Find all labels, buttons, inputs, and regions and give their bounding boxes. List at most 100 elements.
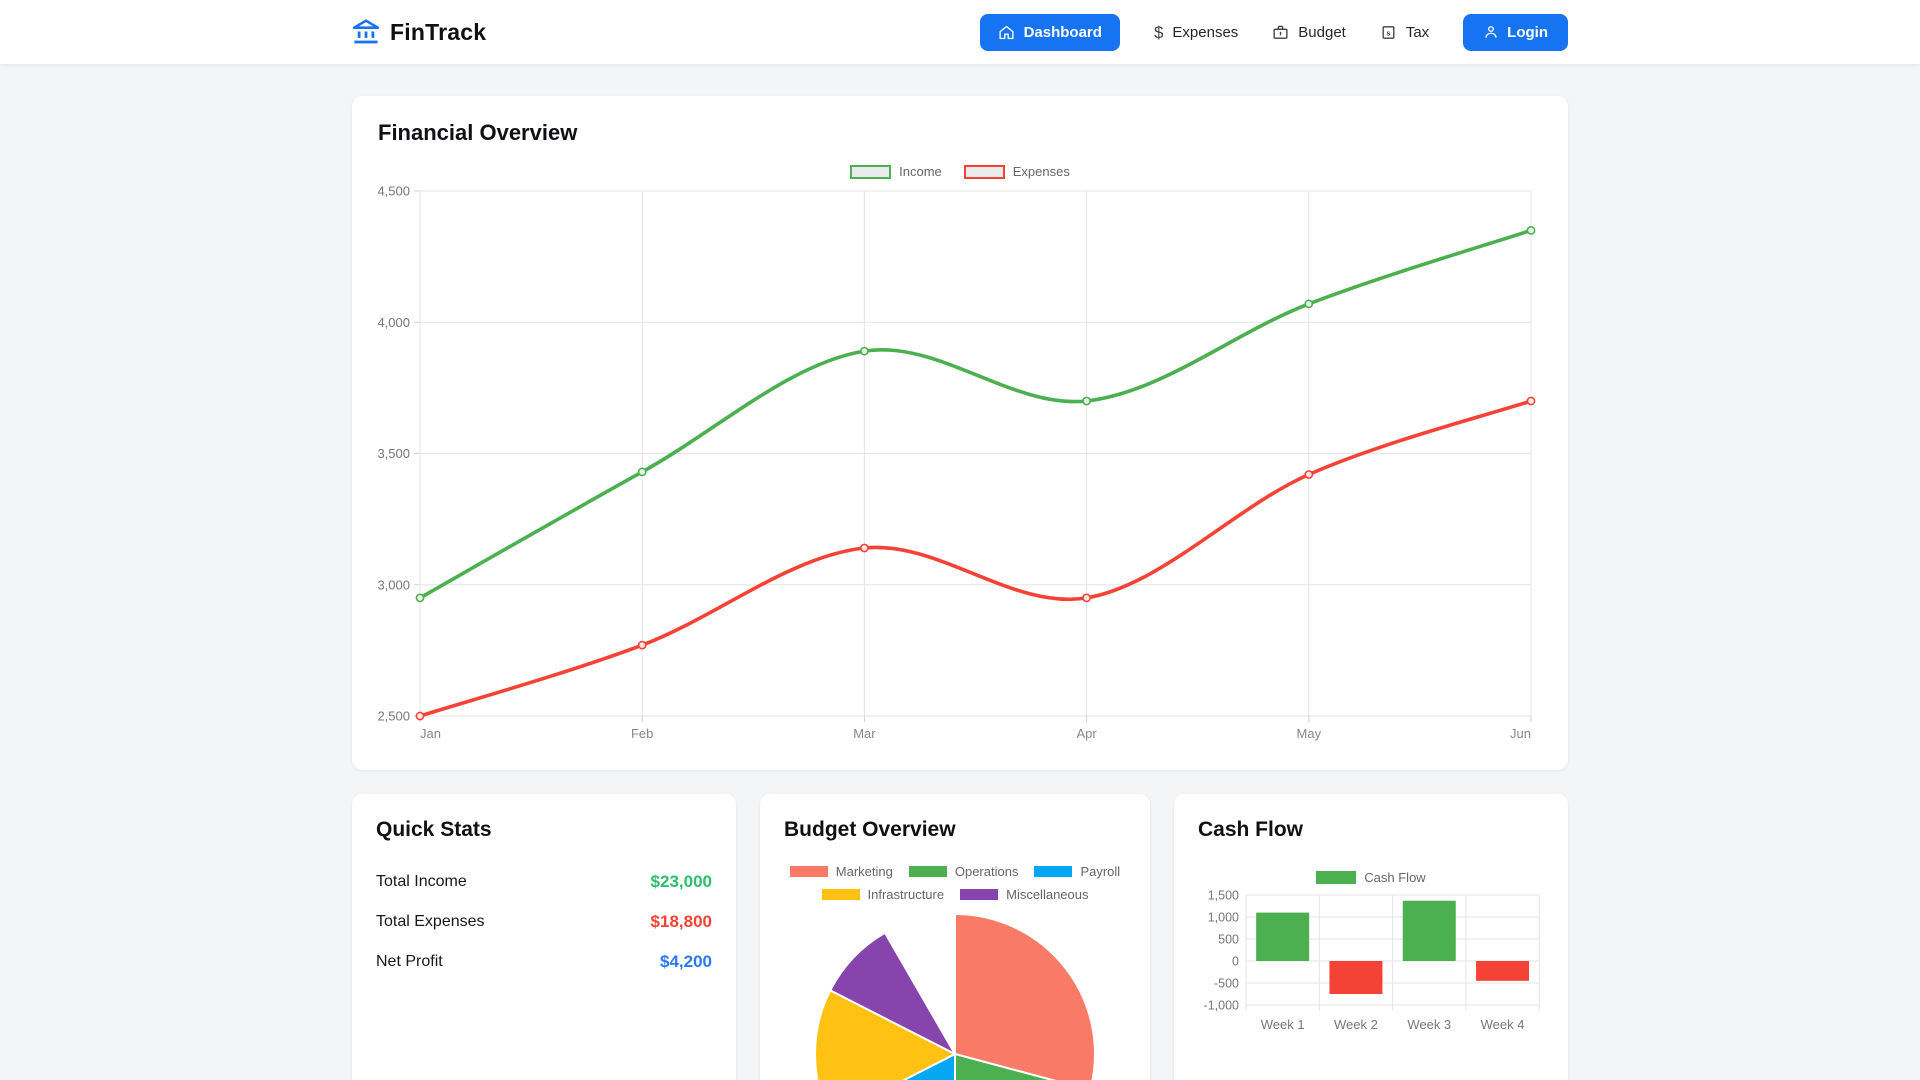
stat-label: Total Income (376, 873, 467, 890)
budget-overview-title: Budget Overview (784, 818, 956, 841)
brand-logo[interactable]: FinTrack (352, 18, 486, 46)
svg-text:Jun: Jun (1510, 726, 1531, 741)
legend-item-miscellaneous[interactable]: Miscellaneous (960, 887, 1088, 902)
legend-label: Expenses (1012, 164, 1070, 179)
nav-item-dashboard[interactable]: Dashboard (979, 13, 1120, 51)
quick-stats-card: Quick Stats Total Income $23,000 Total E… (352, 794, 736, 1080)
nav-item-budget[interactable]: Budget (1272, 24, 1346, 41)
brand-name: FinTrack (390, 18, 487, 45)
svg-text:s: s (1386, 28, 1390, 37)
pie-slice-marketing (954, 913, 1096, 1080)
stat-label: Total Expenses (376, 913, 485, 930)
bar-week-2 (1329, 961, 1383, 994)
legend-item-marketing[interactable]: Marketing (789, 864, 893, 879)
cash-flow-card: Cash Flow Cash Flow 1,500 1,000 500 0 -500 -1… (1174, 794, 1568, 1080)
svg-text:3,500: 3,500 (378, 446, 410, 461)
expenses-series (415, 396, 1536, 721)
svg-text:500: 500 (1218, 933, 1239, 947)
svg-text:Week 1: Week 1 (1261, 1017, 1305, 1032)
legend-item-cash-flow[interactable]: Cash Flow (1316, 870, 1426, 885)
cash-flow-swatch (1316, 871, 1357, 884)
financial-overview-title: Financial Overview (378, 120, 578, 145)
user-icon (1483, 24, 1499, 40)
login-label: Login (1507, 23, 1548, 41)
pie-slice-infrastructure (814, 989, 956, 1080)
legend-label: Infrastructure (867, 887, 945, 902)
income-expenses-line-chart[interactable]: 4,500 4,000 3,500 3,000 2,500 Jan Feb Mar Apr May… (378, 183, 1542, 743)
legend-label: Marketing (835, 864, 893, 879)
login-button[interactable]: Login (1463, 13, 1568, 51)
briefcase-icon (1272, 24, 1289, 41)
top-navbar: FinTrack Dashboard $ Expenses (0, 0, 1920, 64)
grid: 1,500 1,000 500 0 -500 -1,000 Week 1 Week 2 Week… (1204, 889, 1540, 1032)
svg-text:Apr: Apr (1076, 726, 1097, 741)
bar-week-4 (1476, 961, 1530, 981)
stat-value: $23,000 (650, 872, 712, 891)
quick-stats-list: Total Income $23,000 Total Expenses $18,… (376, 862, 712, 982)
home-icon (998, 24, 1015, 41)
receipt-icon: s (1380, 24, 1397, 41)
grid: 4,500 4,000 3,500 3,000 2,500 Jan Feb Mar Apr May… (378, 184, 1532, 741)
legend-label: Operations (954, 864, 1019, 879)
main-nav: Dashboard $ Expenses Budget (979, 13, 1568, 51)
svg-text:Week 3: Week 3 (1407, 1017, 1451, 1032)
cash-flow-legend: Cash Flow (1198, 870, 1544, 885)
infrastructure-swatch (821, 889, 860, 900)
line-chart-legend: Income Expenses (378, 164, 1542, 179)
dollar-icon: $ (1153, 22, 1164, 42)
stat-value: $4,200 (660, 952, 712, 971)
expenses-swatch (963, 164, 1005, 179)
nav-item-tax[interactable]: s Tax (1380, 24, 1429, 41)
nav-label: Tax (1405, 23, 1430, 41)
svg-text:3,000: 3,000 (378, 577, 410, 592)
stat-label: Net Profit (376, 953, 443, 970)
svg-text:4,500: 4,500 (378, 184, 410, 199)
svg-text:Week 4: Week 4 (1481, 1017, 1525, 1032)
pie-legend: Marketing Operations Payroll Infrastruct… (784, 864, 1126, 902)
nav-label: Budget (1298, 23, 1346, 41)
cash-flow-title: Cash Flow (1198, 818, 1304, 841)
legend-label: Income (899, 164, 942, 179)
svg-text:4,000: 4,000 (378, 315, 410, 330)
cash-flow-bar-chart[interactable]: 1,500 1,000 500 0 -500 -1,000 Week 1 Week 2 Week… (1198, 887, 1544, 1037)
legend-item-income[interactable]: Income (850, 164, 942, 179)
nav-item-expenses[interactable]: $ Expenses (1154, 24, 1238, 41)
financial-overview-card: Financial Overview Income Expenses 4,500… (352, 96, 1568, 770)
legend-item-payroll[interactable]: Payroll (1034, 864, 1120, 879)
income-swatch (850, 164, 892, 179)
stat-row-total-expenses: Total Expenses $18,800 (376, 902, 712, 942)
stat-value: $18,800 (650, 912, 712, 931)
svg-text:-1,000: -1,000 (1204, 999, 1239, 1013)
legend-label: Payroll (1080, 864, 1121, 879)
pie-slice-operations (954, 1053, 1056, 1080)
budget-pie-chart[interactable] (784, 908, 1126, 1080)
svg-text:Week 2: Week 2 (1334, 1017, 1378, 1032)
miscellaneous-swatch (960, 889, 999, 900)
svg-text:2,500: 2,500 (378, 709, 410, 724)
legend-item-infrastructure[interactable]: Infrastructure (821, 887, 945, 902)
stat-row-total-income: Total Income $23,000 (376, 862, 712, 902)
svg-text:Feb: Feb (631, 726, 653, 741)
svg-text:Mar: Mar (853, 726, 876, 741)
nav-label: Dashboard (1023, 23, 1102, 41)
payroll-swatch (1034, 866, 1073, 877)
operations-swatch (908, 866, 947, 877)
stat-row-net-profit: Net Profit $4,200 (376, 942, 712, 982)
pie-slice-miscellaneous (829, 931, 956, 1055)
svg-text:Jan: Jan (420, 726, 441, 741)
nav-label: Expenses (1172, 23, 1239, 41)
svg-text:1,000: 1,000 (1208, 911, 1239, 925)
bar-week-1 (1256, 912, 1310, 961)
legend-item-operations[interactable]: Operations (908, 864, 1019, 879)
svg-text:-500: -500 (1214, 977, 1239, 991)
budget-overview-card: Budget Overview Marketing Operations Pay… (760, 794, 1150, 1080)
bar-week-3 (1402, 900, 1456, 961)
svg-text:0: 0 (1232, 955, 1239, 969)
svg-text:May: May (1297, 726, 1322, 741)
marketing-swatch (789, 866, 828, 877)
income-series (415, 225, 1536, 603)
bank-icon (352, 18, 380, 46)
legend-item-expenses[interactable]: Expenses (963, 164, 1070, 179)
quick-stats-title: Quick Stats (376, 818, 492, 841)
legend-label: Cash Flow (1364, 870, 1426, 885)
